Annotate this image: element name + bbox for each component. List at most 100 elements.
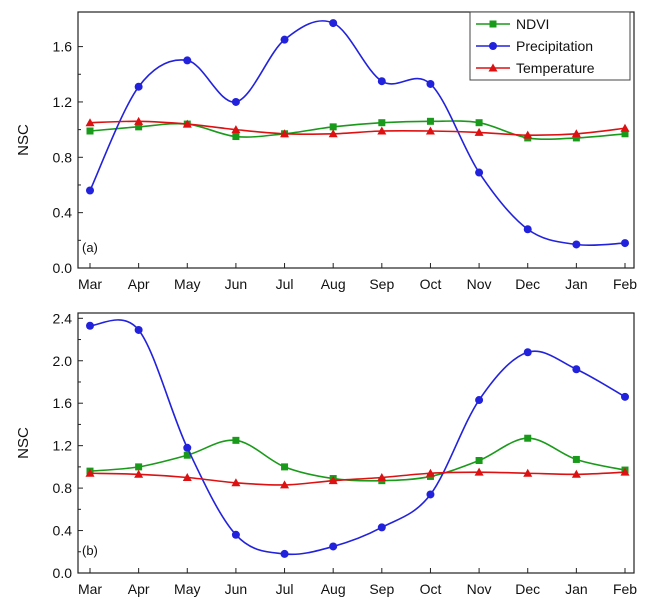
y-tick-label: 0.4 [53, 523, 73, 539]
x-tick-label: Jun [225, 276, 248, 292]
data-point-precipitation [134, 325, 143, 334]
data-point-precipitation [231, 97, 240, 106]
y-axis-title: NSC [15, 427, 32, 459]
data-point-precipitation [426, 490, 435, 499]
y-tick-label: 0.4 [53, 205, 73, 221]
x-tick-label: Jan [565, 581, 588, 597]
x-tick-label: Nov [467, 581, 492, 597]
data-point-temperature [182, 472, 192, 481]
x-tick-label: Dec [515, 276, 540, 292]
x-tick-label: Feb [613, 276, 637, 292]
y-axis-title: NSC [15, 124, 32, 156]
data-point-temperature [377, 472, 387, 481]
chart-panel-a: 0.0 0.4 0.8 1.2 1.6 Mar Apr May Jun Jul Aug Sep Oct N… [15, 11, 637, 292]
x-tick-label: Oct [420, 276, 442, 292]
data-point-precipitation [134, 82, 143, 91]
x-tick-label: Jul [276, 276, 294, 292]
x-tick-label: May [174, 581, 200, 597]
series-line-temperature [89, 120, 626, 137]
data-point-precipitation [475, 396, 484, 405]
series-line-ndvi [89, 437, 626, 482]
data-point-temperature [523, 130, 533, 139]
data-point-ndvi [86, 127, 94, 135]
x-tick-label: Oct [420, 581, 442, 597]
data-point-temperature [620, 123, 630, 132]
data-point-temperature [425, 126, 435, 135]
legend: NDVI Precipitation Temperature [469, 11, 631, 81]
data-point-temperature [280, 129, 290, 138]
data-point-temperature [85, 118, 95, 127]
y-tick-label: 0.0 [53, 565, 73, 581]
x-tick-label: Apr [128, 581, 150, 597]
data-point-precipitation [523, 348, 532, 357]
data-point-temperature [474, 127, 484, 136]
legend-marker-ndvi [489, 20, 497, 28]
data-point-precipitation [621, 392, 629, 401]
x-tick-label: May [174, 276, 200, 292]
data-point-precipitation [377, 523, 386, 532]
data-point-precipitation [329, 542, 338, 551]
data-point-temperature [377, 126, 387, 135]
x-tick-label: Sep [369, 276, 394, 292]
data-point-temperature [425, 468, 435, 477]
data-point-ndvi [281, 463, 289, 471]
data-point-ndvi [475, 457, 483, 465]
data-point-precipitation [426, 79, 435, 88]
x-tick-label: Dec [515, 581, 540, 597]
data-point-precipitation [475, 168, 484, 177]
data-point-precipitation [231, 530, 240, 539]
x-tick-label: Nov [467, 276, 492, 292]
data-point-temperature [523, 468, 533, 477]
legend-marker-temperature [488, 63, 498, 72]
y-tick-label: 2.0 [53, 353, 73, 369]
x-tick-label: Mar [78, 276, 102, 292]
data-point-precipitation [523, 225, 532, 234]
data-point-precipitation [86, 321, 94, 330]
data-point-temperature [571, 469, 581, 478]
data-point-temperature [85, 468, 95, 477]
data-point-ndvi [426, 117, 434, 125]
data-point-ndvi [183, 451, 191, 459]
series-line-ndvi [89, 120, 626, 141]
data-point-temperature [280, 480, 290, 489]
data-point-precipitation [572, 365, 581, 374]
series-line-temperature [89, 471, 626, 486]
y-tick-label: 0.0 [53, 260, 73, 276]
data-point-ndvi [135, 123, 143, 131]
data-point-ndvi [232, 436, 240, 444]
data-point-temperature [328, 129, 338, 138]
data-point-precipitation [572, 240, 581, 249]
data-point-precipitation [86, 186, 94, 195]
data-point-precipitation [280, 35, 289, 44]
data-point-temperature [182, 119, 192, 128]
x-tick-label: Jul [276, 581, 294, 597]
y-tick-label: 1.6 [53, 395, 73, 411]
x-tick-label: Mar [78, 581, 102, 597]
data-point-ndvi [135, 463, 143, 471]
data-point-precipitation [377, 77, 386, 86]
data-point-ndvi [572, 134, 580, 142]
y-tick-label: 1.2 [53, 94, 73, 110]
data-point-temperature [474, 467, 484, 476]
y-tick-label: 0.8 [53, 480, 73, 496]
chart-panel-b: 0.0 0.4 0.8 1.2 1.6 2.0 2.4 Mar Apr May Jun Jul Aug S… [15, 310, 637, 597]
data-point-temperature [571, 129, 581, 138]
panel-label: (a) [82, 240, 98, 255]
data-point-ndvi [524, 434, 532, 442]
x-tick-label: Aug [321, 581, 346, 597]
data-point-ndvi [329, 123, 337, 131]
x-tick-label: Feb [613, 581, 637, 597]
plot-frame [77, 312, 635, 574]
data-point-precipitation [183, 56, 192, 65]
data-point-precipitation [621, 239, 629, 248]
data-point-precipitation [280, 549, 289, 558]
panel-label: (b) [82, 543, 98, 558]
x-tick-label: Jan [565, 276, 588, 292]
data-point-temperature [620, 467, 630, 476]
y-tick-label: 1.6 [53, 39, 73, 55]
legend-marker-precipitation [489, 42, 497, 50]
data-point-precipitation [183, 443, 192, 452]
y-tick-label: 2.4 [53, 310, 73, 326]
data-point-ndvi [621, 130, 629, 138]
